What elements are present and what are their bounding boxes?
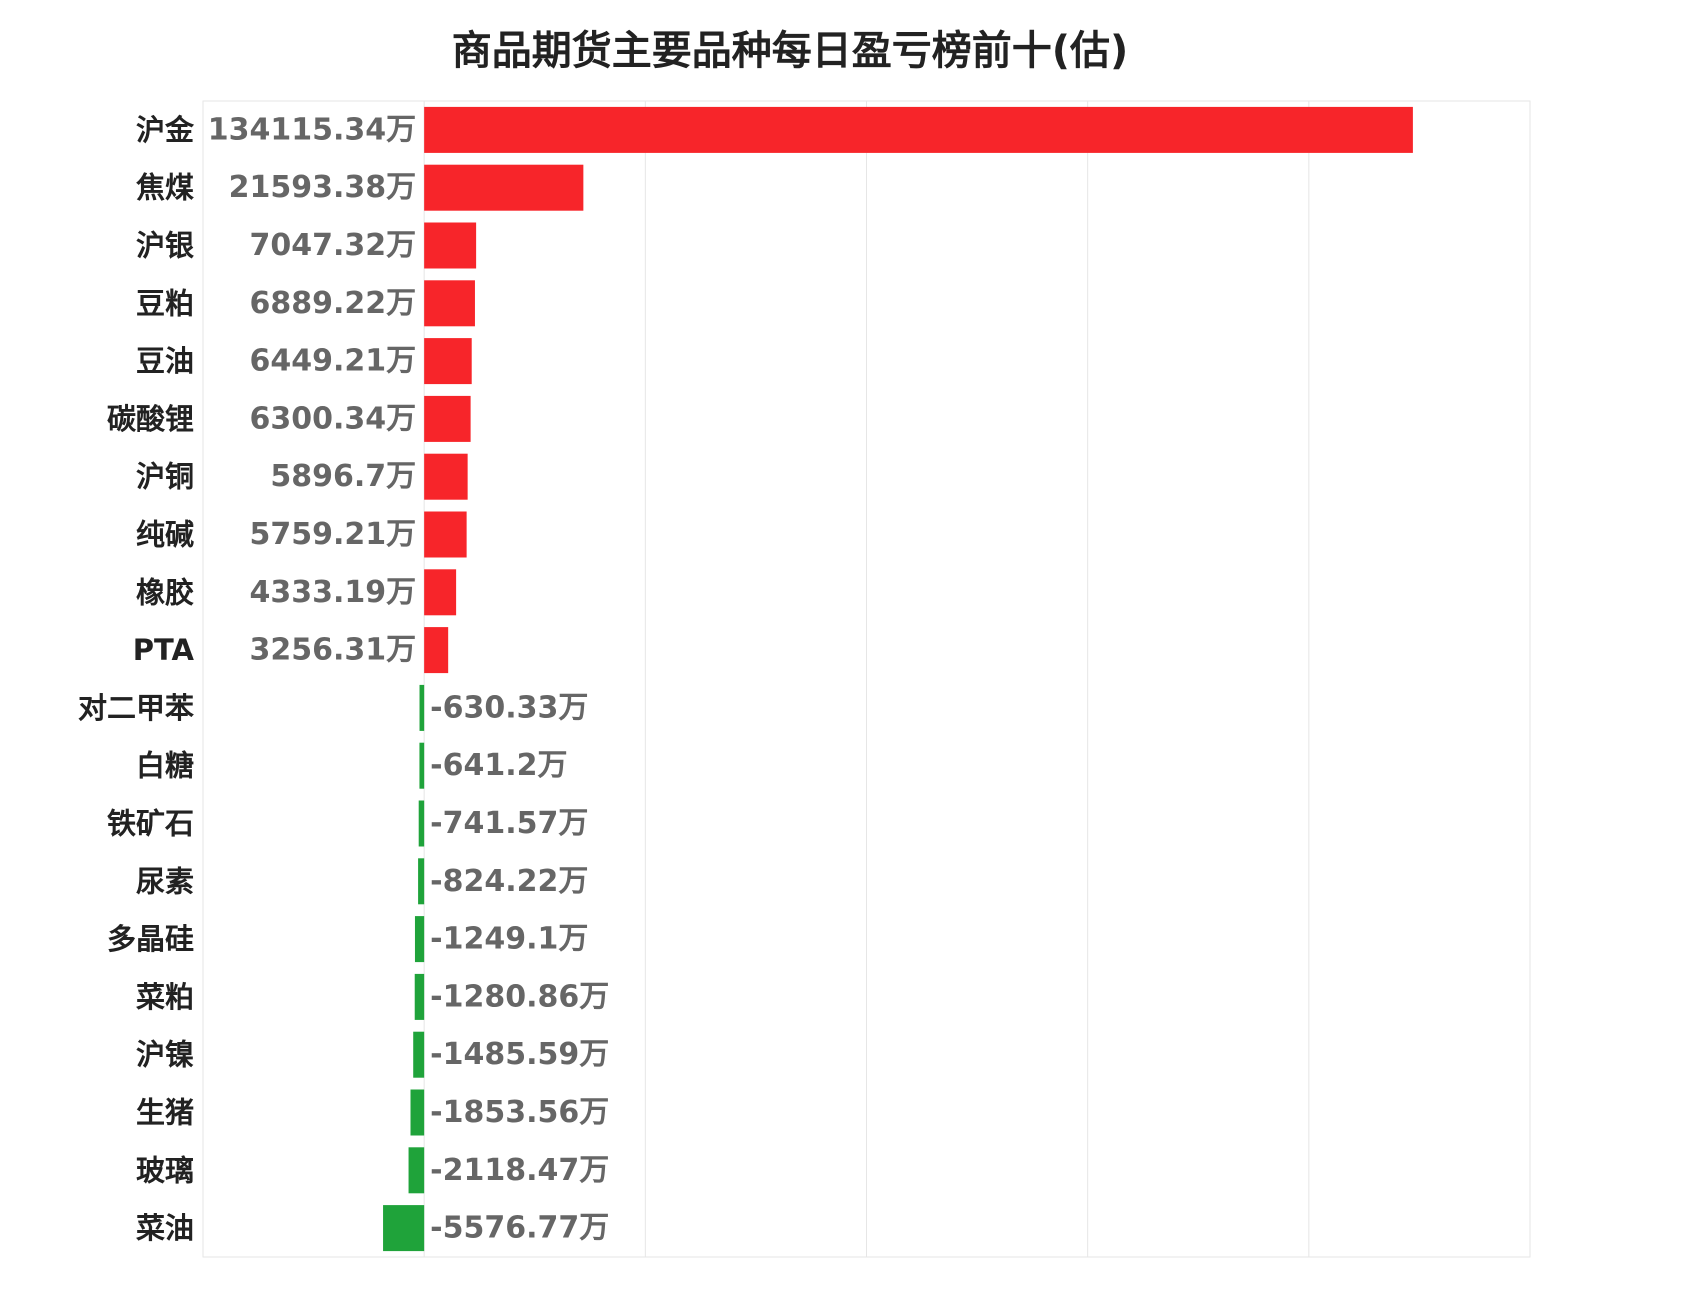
category-label: 玻璃 [136, 1153, 194, 1187]
value-label: -630.33万 [430, 690, 588, 725]
bar [424, 511, 467, 558]
bar [419, 742, 425, 789]
value-label: 6300.34万 [250, 401, 417, 436]
category-label: 纯碱 [136, 518, 194, 552]
category-label: 铁矿石 [107, 807, 194, 841]
chart-title: 商品期货主要品种每日盈亏榜前十(估) [451, 28, 1129, 74]
category-label: 沪金 [136, 113, 195, 147]
value-label: 4333.19万 [250, 575, 417, 610]
bar [410, 1089, 425, 1136]
value-label: -824.22万 [430, 864, 588, 899]
value-label: -641.2万 [430, 748, 567, 783]
bars [383, 106, 1413, 1252]
bar [413, 1031, 425, 1078]
bar [414, 916, 425, 963]
value-label: 5759.21万 [250, 517, 417, 552]
bar [408, 1147, 425, 1194]
category-label: 对二甲苯 [78, 691, 194, 725]
category-label: 豆油 [136, 344, 194, 378]
category-label: 生猪 [136, 1096, 194, 1130]
value-label: 134115.34万 [208, 112, 416, 147]
bar [418, 800, 425, 847]
category-label: 沪铜 [136, 460, 194, 494]
category-label: 白糖 [136, 749, 194, 783]
value-label: 7047.32万 [250, 228, 417, 263]
value-label: -1249.1万 [430, 922, 588, 957]
value-label: -1853.56万 [430, 1095, 609, 1130]
category-label: 尿素 [136, 864, 194, 898]
value-label: -5576.77万 [430, 1211, 609, 1246]
bar [419, 684, 425, 731]
category-label: 菜油 [136, 1211, 194, 1245]
bar [424, 164, 584, 211]
value-label: -2118.47万 [430, 1153, 609, 1188]
bar [424, 569, 457, 616]
value-label: -741.57万 [430, 806, 588, 841]
bar [424, 627, 449, 674]
category-label: 菜粕 [136, 980, 194, 1014]
bar [414, 973, 425, 1020]
grid-lines [202, 100, 1531, 1258]
category-label: 豆粕 [136, 286, 194, 320]
category-label: 多晶硅 [107, 922, 194, 956]
bar [418, 858, 425, 905]
value-label: 3256.31万 [250, 633, 417, 668]
bar [424, 395, 471, 442]
category-label: 焦煤 [136, 171, 194, 205]
bar [424, 106, 1413, 153]
bar [424, 453, 468, 500]
value-label: 5896.7万 [270, 459, 416, 494]
bar [424, 222, 477, 269]
value-label: 6889.22万 [250, 286, 417, 321]
bar [383, 1205, 425, 1252]
category-label: 碳酸锂 [107, 402, 194, 436]
bar [424, 280, 475, 327]
bar [424, 338, 472, 385]
value-label: -1280.86万 [430, 979, 609, 1014]
value-label: 6449.21万 [250, 344, 417, 379]
category-label: PTA [133, 633, 195, 667]
category-label: 沪镍 [136, 1038, 194, 1072]
value-label: -1485.59万 [430, 1037, 609, 1072]
category-label: 橡胶 [136, 575, 194, 609]
value-label: 21593.38万 [229, 170, 417, 205]
category-label: 沪银 [136, 229, 194, 263]
plot-frame [202, 100, 1531, 1258]
